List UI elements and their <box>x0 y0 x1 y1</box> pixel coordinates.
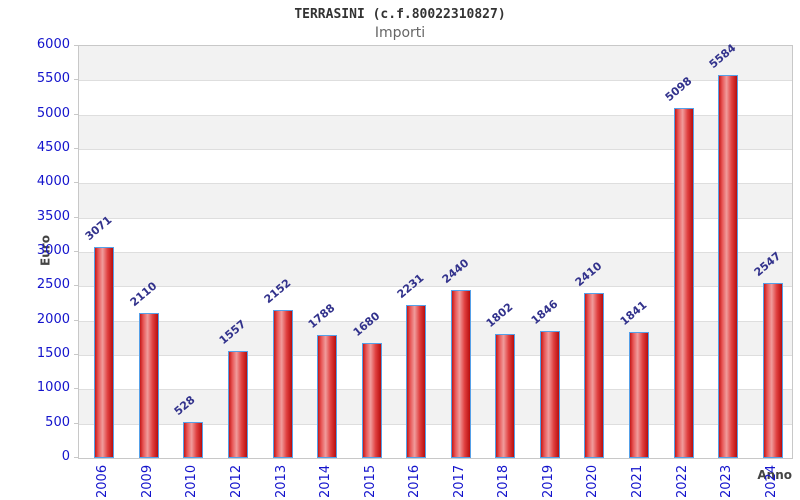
bar-2023 <box>718 74 739 458</box>
y-tick-label: 5000 <box>36 105 70 121</box>
chart-title: TERRASINI (c.f.80022310827) <box>294 7 506 22</box>
x-tick-label: 2006 <box>95 464 111 498</box>
x-tick-label: 2024 <box>763 464 779 498</box>
y-tick-label: 2000 <box>36 311 70 327</box>
bar-2009 <box>138 313 159 458</box>
y-tick-label: 5500 <box>36 71 70 87</box>
x-tick-label: 2022 <box>674 464 690 498</box>
y-tick-label: 4500 <box>36 140 70 155</box>
bar-2017 <box>450 290 471 458</box>
grid-band <box>79 286 792 321</box>
grid-band <box>79 114 792 149</box>
y-tick-mark <box>74 422 78 424</box>
x-tick-label: 2021 <box>630 464 646 498</box>
bar-2012 <box>227 351 248 458</box>
x-tick-label: 2009 <box>139 464 155 498</box>
x-tick-label: 2018 <box>496 464 512 498</box>
bar-2015 <box>361 342 382 458</box>
y-tick-mark <box>74 45 78 46</box>
grid-band <box>79 355 792 390</box>
grid-band <box>79 183 792 218</box>
grid-band <box>79 389 792 424</box>
y-tick-mark <box>74 113 78 115</box>
y-tick-label: 1500 <box>36 346 70 361</box>
x-tick-label: 2014 <box>318 464 334 498</box>
x-tick-label: 2016 <box>407 464 423 498</box>
x-tick-label: 2012 <box>228 464 244 498</box>
x-tick-label: 2023 <box>719 464 735 498</box>
bar-2018 <box>495 334 516 458</box>
y-tick-label: 2500 <box>36 277 70 293</box>
y-tick-label: 3500 <box>36 208 70 224</box>
y-tick-mark <box>74 148 78 149</box>
y-tick-mark <box>74 216 78 218</box>
y-tick-mark <box>74 354 78 355</box>
x-tick-label: 2015 <box>362 464 378 498</box>
y-tick-label: 500 <box>45 414 70 430</box>
bar-2010 <box>183 421 204 458</box>
y-tick-label: 6000 <box>36 37 70 52</box>
y-tick-label: 4000 <box>36 174 70 190</box>
bar-2019 <box>539 331 560 458</box>
chart-subtitle: Importi <box>374 25 426 41</box>
y-tick-label: 1000 <box>36 380 70 396</box>
bar-2016 <box>406 304 427 458</box>
bar-2013 <box>272 310 293 458</box>
bar-2024 <box>762 283 783 458</box>
x-tick-label: 2019 <box>540 464 556 498</box>
grid-band <box>79 320 792 355</box>
y-tick-mark <box>74 457 78 458</box>
plot-area: 3071 2110 528 1557 2152 1788 1680 2231 2440 1802 1… <box>78 41 793 459</box>
y-tick-mark <box>74 319 78 321</box>
x-tick-label: 2013 <box>273 464 289 498</box>
x-axis-title: Anno <box>757 468 792 482</box>
y-tick-mark <box>74 79 78 81</box>
x-tick-label: 2020 <box>585 464 601 498</box>
y-tick-label: 3000 <box>36 243 70 258</box>
x-tick-label: 2017 <box>451 464 467 498</box>
y-tick-mark <box>74 182 78 184</box>
bar-2006 <box>94 247 115 458</box>
y-tick-mark <box>74 285 78 287</box>
grid-band <box>79 252 792 287</box>
bar-2020 <box>584 292 605 458</box>
bar-2022 <box>673 107 694 458</box>
bar-2014 <box>317 335 338 458</box>
y-tick-label: 0 <box>61 449 70 464</box>
grid-band <box>79 80 792 115</box>
grid-band <box>79 46 792 81</box>
grid-band <box>79 217 792 252</box>
y-tick-mark <box>74 388 78 390</box>
x-tick-label: 2010 <box>184 464 200 498</box>
bar-2021 <box>629 331 650 458</box>
grid-band <box>79 149 792 184</box>
y-tick-mark <box>74 251 78 252</box>
